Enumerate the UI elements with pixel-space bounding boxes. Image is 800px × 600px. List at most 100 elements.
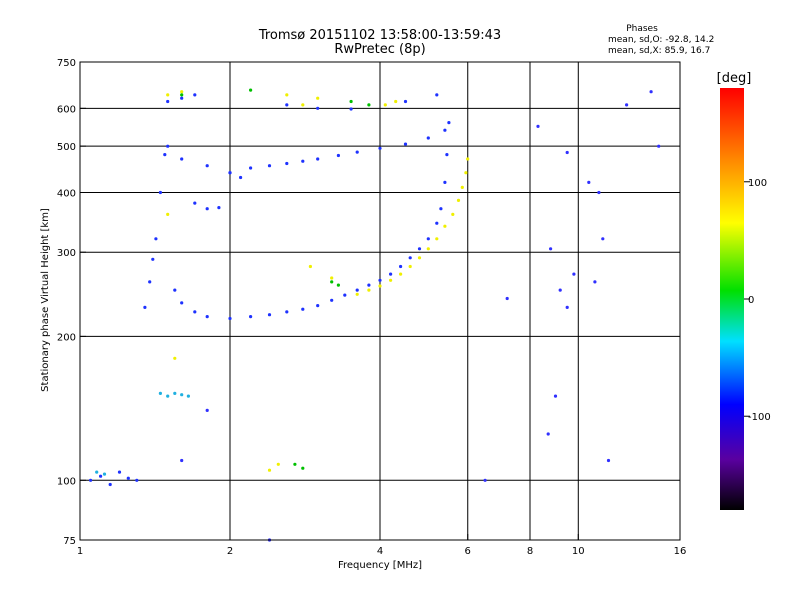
- x-tick-label: 16: [674, 546, 687, 557]
- colorbar-label: [deg]: [717, 71, 752, 86]
- data-point: [108, 482, 112, 487]
- data-point: [553, 394, 558, 398]
- data-point: [285, 103, 289, 107]
- data-point: [466, 157, 470, 161]
- data-point: [285, 93, 289, 97]
- data-point: [158, 391, 162, 395]
- data-point: [417, 247, 422, 251]
- x-tick-label: 8: [527, 546, 533, 557]
- x-axis-label: Frequency [MHz]: [338, 560, 422, 571]
- data-point: [180, 393, 184, 397]
- colorbar-tick-label: -100: [748, 412, 771, 423]
- data-point: [336, 153, 340, 158]
- colorbar-tick-label: 0: [748, 295, 754, 306]
- data-point: [316, 157, 320, 161]
- data-point: [546, 432, 550, 436]
- y-tick-label: 500: [57, 142, 76, 153]
- data-point: [166, 212, 170, 216]
- data-point: [451, 212, 455, 216]
- data-point: [99, 474, 103, 478]
- chart-subtitle: RwPretec (8p): [334, 42, 425, 57]
- x-tick-label: 6: [465, 546, 471, 557]
- y-tick-label: 200: [57, 332, 76, 343]
- data-point: [426, 136, 430, 140]
- data-point: [367, 103, 371, 107]
- data-point: [180, 93, 184, 97]
- data-point: [565, 150, 569, 155]
- data-point: [301, 307, 305, 311]
- data-point: [308, 264, 312, 269]
- y-axis: 75 100 200 300 400 500 600 750: [57, 58, 86, 547]
- data-point: [166, 394, 170, 398]
- data-point: [166, 144, 170, 148]
- data-point: [217, 206, 221, 210]
- data-point: [267, 468, 272, 472]
- data-point: [355, 288, 359, 292]
- data-point: [572, 272, 576, 276]
- data-point: [587, 180, 591, 184]
- data-point: [117, 470, 122, 474]
- data-point: [649, 90, 653, 94]
- data-point: [180, 90, 184, 94]
- data-point: [399, 264, 403, 269]
- data-point: [180, 96, 184, 100]
- data-point: [389, 278, 393, 282]
- data-point: [336, 283, 340, 287]
- x-axis: 1 2 4 6 8 10 16: [77, 534, 687, 557]
- data-point: [343, 293, 347, 297]
- data-point: [435, 93, 439, 97]
- data-point: [597, 190, 601, 195]
- data-point: [505, 296, 509, 301]
- data-point: [285, 161, 289, 166]
- colorbar: [720, 88, 744, 510]
- data-point: [601, 237, 605, 241]
- data-points: [89, 88, 661, 542]
- data-point: [228, 316, 232, 321]
- data-point: [151, 257, 155, 261]
- y-axis-label: Stationary phase Virtual Height [km]: [40, 208, 51, 392]
- y-tick-label: 750: [57, 58, 76, 69]
- data-point: [426, 247, 430, 251]
- data-point: [316, 304, 320, 308]
- data-point: [483, 478, 487, 482]
- data-point: [460, 185, 464, 189]
- data-point: [95, 470, 99, 474]
- data-point: [285, 310, 289, 314]
- data-point: [205, 408, 209, 412]
- data-point: [249, 88, 253, 92]
- data-point: [394, 99, 398, 104]
- data-point: [464, 171, 468, 175]
- data-point: [180, 458, 184, 463]
- data-point: [293, 462, 297, 466]
- x-tick-label: 1: [77, 546, 83, 557]
- data-point: [173, 391, 177, 395]
- data-point: [267, 164, 272, 168]
- data-point: [180, 301, 184, 305]
- data-point: [349, 107, 353, 111]
- data-point: [89, 478, 93, 482]
- data-point: [301, 103, 305, 107]
- phase-stats-o: mean, sd,O: -92.8, 14.2: [608, 35, 714, 45]
- data-point: [193, 201, 197, 205]
- data-point: [173, 288, 177, 292]
- data-point: [408, 256, 412, 260]
- data-point: [186, 394, 190, 398]
- data-point: [180, 157, 184, 161]
- data-point: [565, 305, 569, 309]
- data-point: [435, 221, 439, 225]
- data-point: [126, 476, 130, 480]
- data-point: [439, 207, 443, 211]
- data-point: [349, 99, 353, 104]
- colorbar-ticks: 100 0 -100: [744, 178, 771, 423]
- x-tick-label: 10: [572, 546, 585, 557]
- data-point: [408, 264, 412, 269]
- data-point: [443, 180, 447, 184]
- data-point: [378, 278, 382, 282]
- data-point: [399, 272, 403, 276]
- grid-lines: [80, 62, 680, 540]
- colorbar-tick-label: 100: [748, 178, 767, 189]
- data-point: [267, 313, 272, 317]
- data-point: [158, 190, 162, 195]
- data-point: [456, 198, 461, 202]
